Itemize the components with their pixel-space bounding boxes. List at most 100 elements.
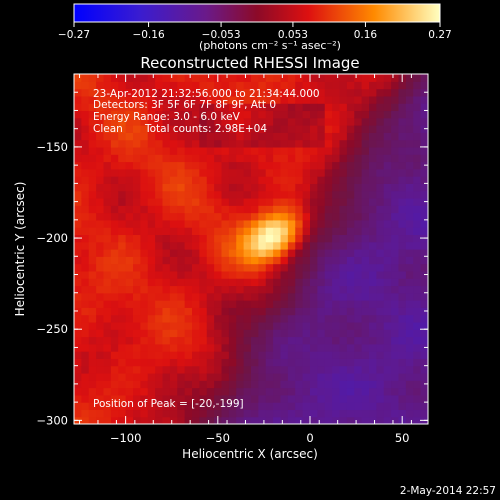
heatmap-cell xyxy=(199,402,208,411)
heatmap-cell xyxy=(295,336,304,345)
heatmap-cell xyxy=(88,249,97,257)
heatmap-cell xyxy=(169,125,178,133)
heatmap-cell xyxy=(228,197,237,206)
heatmap-cell xyxy=(118,300,127,308)
heatmap-cell xyxy=(110,81,119,90)
x-tick-label: −100 xyxy=(110,431,142,445)
heatmap-cell xyxy=(280,103,289,112)
heatmap-cell xyxy=(346,117,355,126)
heatmap-cell xyxy=(169,285,178,294)
heatmap-cell xyxy=(258,380,267,389)
heatmap-cell xyxy=(118,314,127,323)
heatmap-cell xyxy=(346,234,355,243)
heatmap-cell xyxy=(221,256,230,265)
heatmap-cell xyxy=(110,409,119,418)
heatmap-cell xyxy=(199,154,208,163)
heatmap-cell xyxy=(265,88,274,97)
heatmap-cell xyxy=(258,336,267,345)
heatmap-cell xyxy=(295,74,304,82)
heatmap-cell xyxy=(81,358,90,367)
heatmap-cell xyxy=(147,307,156,316)
heatmap-cell xyxy=(96,300,105,308)
heatmap-cell xyxy=(361,314,370,323)
heatmap-cell xyxy=(125,394,134,403)
heatmap-cell xyxy=(103,394,112,403)
heatmap-cell xyxy=(317,88,326,97)
heatmap-cell xyxy=(162,176,171,184)
heatmap-cell xyxy=(398,314,407,323)
heatmap-cell xyxy=(192,416,200,424)
heatmap-cell xyxy=(140,336,149,345)
heatmap-cell xyxy=(199,74,208,82)
heatmap-cell xyxy=(302,263,311,272)
heatmap-cell xyxy=(133,314,141,323)
heatmap-cell xyxy=(228,88,237,97)
heatmap-cell xyxy=(199,336,208,345)
heatmap-cell xyxy=(376,402,385,411)
heatmap-cell xyxy=(177,336,186,345)
heatmap-cell xyxy=(369,161,377,170)
heatmap-cell xyxy=(118,95,127,104)
heatmap-cell xyxy=(169,234,178,243)
heatmap-cell xyxy=(346,285,355,294)
heatmap-cell xyxy=(354,292,363,301)
heatmap-cell xyxy=(147,197,156,206)
heatmap-cell xyxy=(310,365,318,374)
heatmap-cell xyxy=(140,110,149,119)
heatmap-cell xyxy=(169,329,178,338)
heatmap-cell xyxy=(295,139,304,148)
heatmap-cell xyxy=(133,351,141,359)
heatmap-cell xyxy=(125,190,134,199)
heatmap-cell xyxy=(251,249,259,257)
heatmap-cell xyxy=(118,110,127,119)
heatmap-cell xyxy=(295,161,304,170)
heatmap-cell xyxy=(214,321,223,330)
heatmap-cell xyxy=(339,329,348,338)
heatmap-cell xyxy=(273,307,282,316)
heatmap-cell xyxy=(354,139,363,148)
heatmap-cell xyxy=(302,351,311,359)
heatmap-cell xyxy=(346,387,355,396)
heatmap-cell xyxy=(147,154,156,163)
heatmap-cell xyxy=(376,146,385,155)
heatmap-cell xyxy=(184,168,193,177)
heatmap-cell xyxy=(221,307,230,316)
heatmap-cell xyxy=(103,270,112,279)
heatmap-cell xyxy=(391,234,400,243)
heatmap-cell xyxy=(177,95,186,104)
heatmap-cell xyxy=(81,292,90,301)
heatmap-cell xyxy=(206,95,215,104)
heatmap-cell xyxy=(369,139,377,148)
heatmap-cell xyxy=(324,95,333,104)
heatmap-cell xyxy=(206,292,215,301)
heatmap-cell xyxy=(206,394,215,403)
heatmap-cell xyxy=(324,161,333,170)
heatmap-cell xyxy=(162,351,171,359)
heatmap-cell xyxy=(369,197,377,206)
heatmap-cell xyxy=(317,139,326,148)
heatmap-cell xyxy=(420,154,428,163)
heatmap-cell xyxy=(147,387,156,396)
heatmap-cell xyxy=(287,139,296,148)
heatmap-cell xyxy=(228,416,237,424)
heatmap-cell xyxy=(236,103,245,112)
heatmap-cell xyxy=(103,263,112,272)
heatmap-cell xyxy=(265,205,274,214)
heatmap-cell xyxy=(228,256,237,265)
heatmap-cell xyxy=(391,88,400,97)
heatmap-cell xyxy=(346,190,355,199)
heatmap-cell xyxy=(413,307,422,316)
heatmap-cell xyxy=(273,278,282,287)
heatmap-cell xyxy=(236,270,245,279)
heatmap-cell xyxy=(199,329,208,338)
heatmap-cell xyxy=(140,358,149,367)
heatmap-cell xyxy=(125,95,134,104)
heatmap-cell xyxy=(310,139,318,148)
heatmap-cell xyxy=(280,300,289,308)
heatmap-cell xyxy=(162,270,171,279)
heatmap-cell xyxy=(140,125,149,133)
heatmap-cell xyxy=(214,139,223,148)
heatmap-cell xyxy=(103,241,112,250)
heatmap-cell xyxy=(398,285,407,294)
heatmap-cell xyxy=(206,146,215,155)
